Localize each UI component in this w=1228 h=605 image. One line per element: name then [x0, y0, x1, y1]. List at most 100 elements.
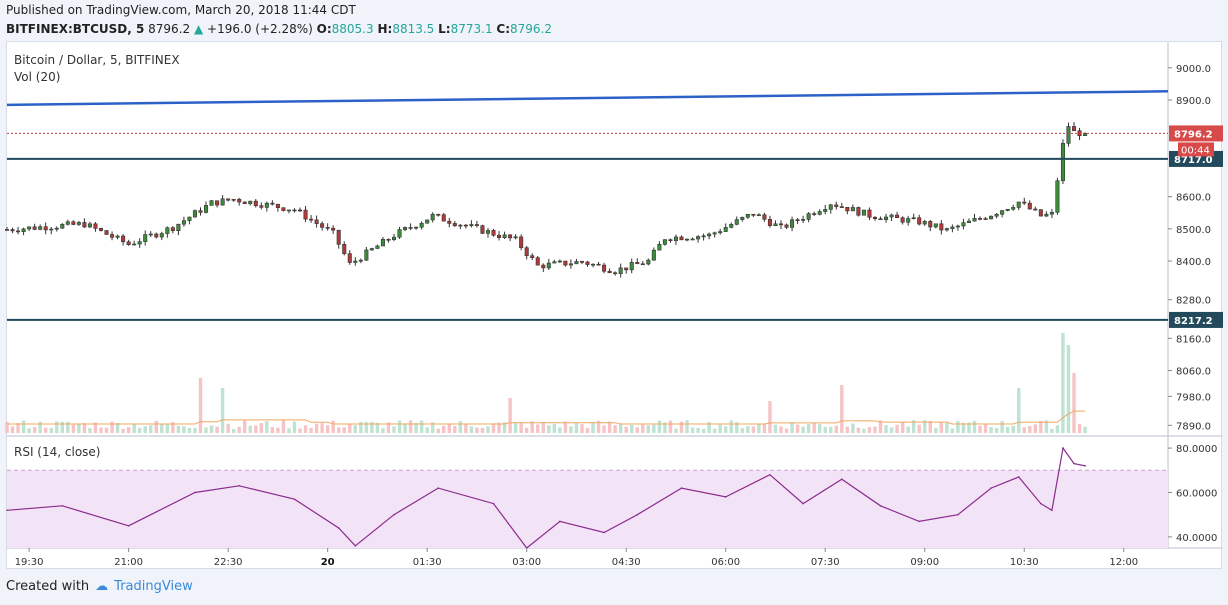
candle-body	[27, 226, 32, 230]
volume-bar	[867, 427, 872, 433]
rsi-point	[1062, 447, 1064, 449]
candle-body	[530, 255, 535, 259]
candle-body	[502, 234, 507, 238]
candle-body	[613, 272, 618, 275]
candle-body	[718, 231, 723, 234]
volume-bar	[1011, 425, 1015, 433]
volume-bar	[757, 423, 761, 433]
volume-bar	[32, 427, 37, 433]
footer: Created with ☁ TradingView	[6, 579, 193, 594]
candle-body	[452, 223, 457, 227]
candle-body	[961, 222, 966, 227]
candle-body	[226, 198, 231, 201]
candle-body	[1049, 211, 1054, 215]
candle-body	[740, 216, 745, 220]
volume-bar	[348, 424, 352, 433]
volume-bar	[674, 428, 678, 433]
volume-bar	[712, 428, 717, 433]
candle-body	[380, 238, 385, 247]
tradingview-logo-icon[interactable]: ☁	[95, 579, 109, 594]
rsi-point	[1084, 465, 1086, 467]
candle-body	[723, 227, 728, 232]
candle-body	[552, 261, 557, 264]
volume-bar	[243, 420, 247, 433]
candle-body	[767, 219, 772, 226]
candle-body	[1044, 213, 1049, 217]
volume-bar	[795, 424, 800, 433]
candle-body	[878, 218, 883, 221]
volume-bar	[994, 428, 999, 433]
volume-bar	[66, 421, 70, 433]
candle-body	[1072, 126, 1077, 132]
volume-bar	[359, 421, 363, 433]
volume-ma-line	[7, 410, 1086, 425]
candle-body	[1083, 133, 1088, 136]
candle-body	[419, 222, 424, 228]
candle-body	[264, 202, 269, 208]
y-tick-label: 8900.0	[1176, 96, 1211, 107]
volume-bar	[668, 420, 673, 433]
candle-body	[447, 220, 452, 224]
candle-body	[922, 221, 927, 225]
volume-bar	[812, 422, 816, 433]
candle-body	[889, 214, 894, 218]
candle-body	[568, 263, 573, 266]
volume-bar	[231, 428, 236, 433]
volume-bar	[270, 427, 275, 433]
volume-bar	[585, 428, 590, 433]
volume-bar	[911, 420, 916, 433]
rsi-point	[603, 531, 605, 534]
x-tick-label: 22:30	[214, 557, 243, 568]
rsi-point	[957, 513, 959, 516]
volume-bar	[381, 428, 385, 433]
candle-body	[596, 263, 601, 266]
volume-bar	[718, 424, 722, 433]
rsi-point	[293, 498, 296, 500]
volume-bar	[784, 428, 789, 433]
volume-bar	[414, 422, 418, 433]
volume-bar	[408, 420, 413, 433]
volume-bar	[878, 420, 883, 433]
last-price-label: 8796.2	[1174, 129, 1213, 140]
volume-bar	[834, 425, 838, 433]
candle-body	[778, 223, 784, 226]
candle-body	[331, 227, 336, 231]
volume-bar	[38, 421, 42, 433]
volume-bar	[928, 420, 932, 433]
x-tick-label: 04:30	[612, 557, 641, 568]
volume-legend: Vol (20)	[14, 70, 60, 84]
tradingview-brand-link[interactable]: TradingView	[114, 579, 193, 594]
candle-body	[989, 215, 994, 220]
high-label: H:	[377, 22, 393, 36]
candle-body	[557, 260, 562, 263]
candle-body	[679, 236, 684, 241]
candle-body	[978, 218, 983, 220]
candle-body	[154, 233, 159, 238]
volume-bar	[171, 422, 175, 433]
candle-body	[773, 223, 778, 226]
low-label: L:	[438, 22, 451, 36]
volume-bar	[547, 425, 551, 433]
candle-body	[60, 224, 65, 229]
candle-body	[403, 227, 408, 230]
candle-body	[126, 241, 131, 245]
volume-bar	[917, 424, 921, 433]
volume-bar	[475, 427, 479, 433]
candle-body	[574, 261, 579, 265]
candle-body	[784, 224, 789, 228]
volume-bar	[939, 422, 944, 433]
volume-bar	[552, 423, 557, 433]
candle-body	[4, 229, 10, 231]
candle-body	[933, 223, 938, 228]
volume-bar	[773, 424, 778, 433]
volume-bar	[563, 421, 568, 433]
candle-body	[148, 233, 153, 236]
rsi-point	[238, 485, 240, 487]
candle-body	[944, 228, 949, 231]
volume-bar	[320, 423, 324, 433]
close-label: C:	[496, 22, 511, 36]
candle-body	[651, 249, 656, 261]
level-label-bg	[1169, 311, 1223, 328]
volume-bar	[1066, 345, 1071, 433]
